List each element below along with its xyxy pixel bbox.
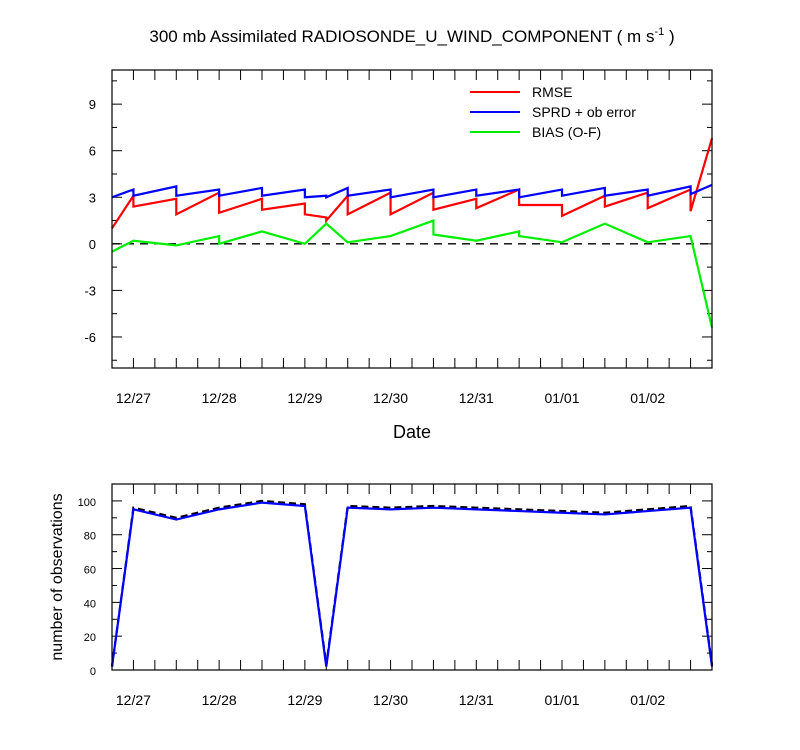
bot-x-tick-label: 12/31 xyxy=(459,692,494,708)
legend-label: BIAS (O-F) xyxy=(532,124,601,140)
series-line-possible-observations xyxy=(110,499,714,667)
top-x-tick-label: 01/01 xyxy=(544,390,579,406)
legend: RMSE SPRD + ob error BIAS (O-F) xyxy=(470,84,636,140)
top-x-tick-label: 12/27 xyxy=(116,390,151,406)
bot-x-tick-label: 12/29 xyxy=(287,692,322,708)
top-x-tick-label: 01/02 xyxy=(630,390,665,406)
bot-y-tick-label: 60 xyxy=(84,565,96,577)
bottom-plot-frame xyxy=(111,483,713,671)
series-line-bias-o-f xyxy=(111,218,714,328)
top-y-tick-label: 0 xyxy=(89,237,96,252)
bot-x-tick-label: 12/27 xyxy=(116,692,151,708)
bottom-panel: 0 20 40 60 80 100 12/27 12/28 12/29 12/30 12/31 01/… xyxy=(49,483,714,708)
bot-y-tick-label: 80 xyxy=(84,531,96,543)
y-axis-label: number of observations xyxy=(49,493,66,660)
bot-y-tick-label: 100 xyxy=(78,497,96,509)
top-x-tick-label: 12/31 xyxy=(459,390,494,406)
series-line-used-observations xyxy=(110,501,714,667)
series-line-rmse xyxy=(111,137,714,229)
top-y-tick-label: 3 xyxy=(89,190,96,205)
bot-x-tick-label: 01/01 xyxy=(544,692,579,708)
bot-x-tick-label: 12/28 xyxy=(202,692,237,708)
bot-y-tick-label: 0 xyxy=(90,666,96,678)
bot-x-tick-label: 12/30 xyxy=(373,692,408,708)
legend-label: SPRD + ob error xyxy=(532,104,636,120)
top-x-tick-label: 12/28 xyxy=(202,390,237,406)
top-y-tick-label: -3 xyxy=(84,283,96,298)
top-panel: -6 -3 0 3 6 9 12/27 12/28 12/29 12/30 12/31 01/01 01… xyxy=(84,69,714,442)
top-plot-frame xyxy=(111,69,713,369)
bot-y-tick-label: 40 xyxy=(84,598,96,610)
chart-title: 300 mb Assimilated RADIOSONDE_U_WIND_COM… xyxy=(149,26,674,46)
top-y-tick-label: -6 xyxy=(84,330,96,345)
series-line-sprd-ob-error xyxy=(111,183,713,199)
bot-y-tick-label: 20 xyxy=(84,632,96,644)
legend-label: RMSE xyxy=(532,84,572,100)
top-y-tick-label: 6 xyxy=(89,144,96,159)
top-x-tick-label: 12/29 xyxy=(287,390,322,406)
top-y-tick-label: 9 xyxy=(89,97,96,112)
bot-x-tick-label: 01/02 xyxy=(630,692,665,708)
top-x-tick-label: 12/30 xyxy=(373,390,408,406)
x-axis-label: Date xyxy=(393,422,431,442)
